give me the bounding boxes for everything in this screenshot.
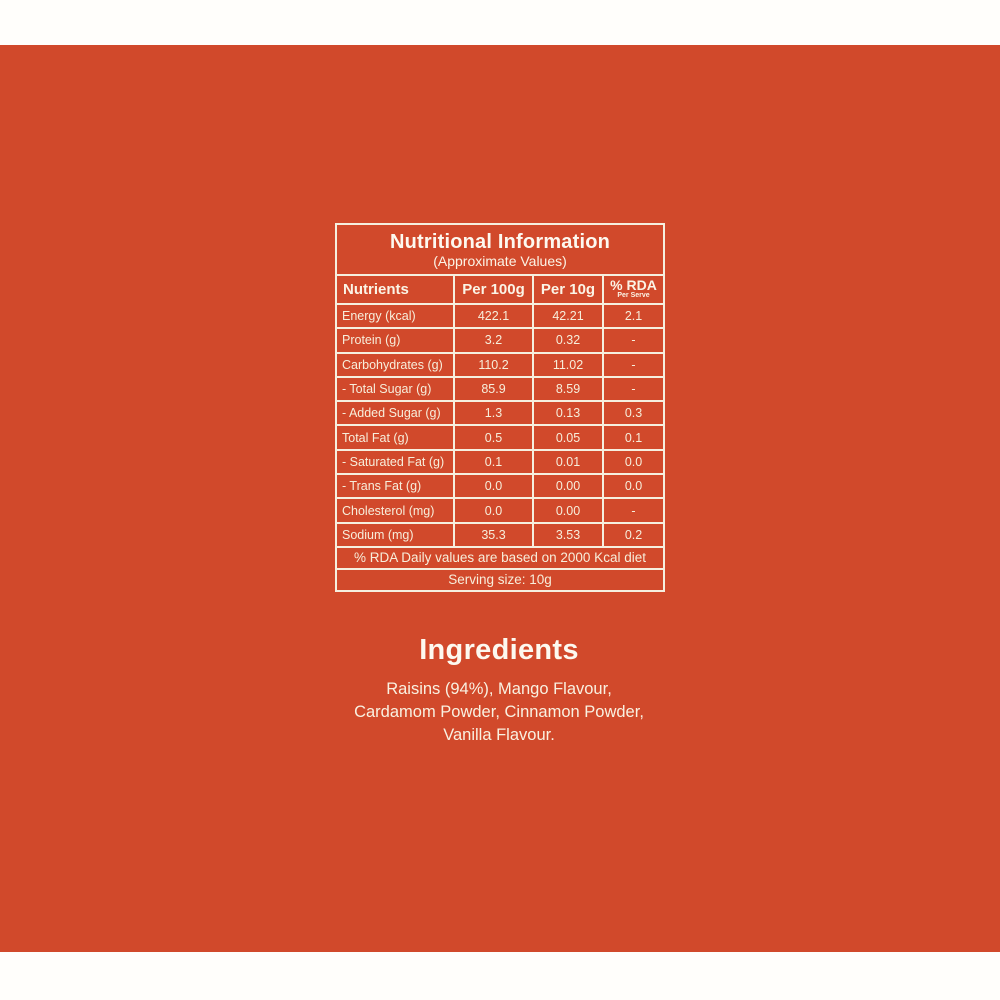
table-row-saturated-fat: - Saturated Fat (g) 0.1 0.01 0.0: [335, 448, 666, 476]
value-per-100g: 35.3: [453, 521, 534, 548]
rda-footnote: % RDA Daily values are based on 2000 Kca…: [334, 545, 666, 570]
value-per-10g: 0.00: [532, 497, 604, 524]
value-per-10g: 11.02: [532, 351, 604, 378]
value-per-100g: 3.2: [453, 327, 534, 354]
nutrient-label: - Added Sugar (g): [335, 400, 455, 427]
value-rda: 2.1: [601, 302, 666, 330]
table-title: Nutritional Information: [389, 230, 611, 253]
value-rda: 0.0: [601, 448, 666, 476]
nutrient-label: Energy (kcal): [335, 302, 455, 330]
table-footnote-row: % RDA Daily values are based on 2000 Kca…: [334, 545, 666, 570]
value-per-100g: 1.3: [453, 400, 534, 427]
value-per-10g: 0.05: [532, 424, 604, 451]
nutrition-table: Nutritional Information (Approximate Val…: [334, 223, 666, 592]
nutrient-label: Sodium (mg): [335, 521, 455, 548]
table-row-cholesterol: Cholesterol (mg) 0.0 0.00 -: [335, 497, 666, 524]
table-row-carbohydrates: Carbohydrates (g) 110.2 11.02 -: [335, 351, 666, 378]
value-rda: 0.0: [601, 473, 666, 500]
serving-size: Serving size: 10g: [334, 567, 666, 592]
value-rda: 0.2: [601, 521, 666, 548]
col-header-rda: % RDA Per Serve: [601, 274, 666, 305]
table-row-energy: Energy (kcal) 422.1 42.21 2.1: [335, 302, 666, 330]
value-per-10g: 0.13: [532, 400, 604, 427]
col-header-per-100g: Per 100g: [453, 274, 534, 305]
table-row-protein: Protein (g) 3.2 0.32 -: [335, 327, 666, 354]
col-header-rda-main: % RDA: [610, 277, 657, 293]
nutrient-label: - Total Sugar (g): [335, 375, 455, 403]
table-row-total-fat: Total Fat (g) 0.5 0.05 0.1: [335, 424, 666, 451]
ingredients-title: Ingredients: [419, 634, 579, 666]
value-per-100g: 0.0: [453, 497, 534, 524]
value-rda: -: [601, 327, 666, 354]
col-header-nutrients: Nutrients: [335, 274, 455, 305]
ingredients-section: Ingredients Raisins (94%), Mango Flavour…: [249, 634, 749, 747]
value-per-10g: 0.01: [532, 448, 604, 476]
nutrition-panel: Nutritional Information (Approximate Val…: [334, 223, 666, 592]
table-row-added-sugar: - Added Sugar (g) 1.3 0.13 0.3: [335, 400, 666, 427]
value-per-10g: 3.53: [532, 521, 604, 548]
table-subtitle: (Approximate Values): [433, 252, 567, 269]
col-header-rda-sub: Per Serve: [617, 292, 650, 299]
nutrient-label: Protein (g): [335, 327, 455, 354]
nutrient-label: - Trans Fat (g): [335, 473, 455, 500]
table-title-row: Nutritional Information (Approximate Val…: [334, 223, 666, 276]
value-per-100g: 85.9: [453, 375, 534, 403]
value-per-100g: 0.1: [453, 448, 534, 476]
ingredients-line-2: Cardamom Powder, Cinnamon Powder,: [354, 703, 644, 721]
value-per-100g: 110.2: [453, 351, 534, 378]
table-header-row: Nutrients Per 100g Per 10g % RDA Per Ser…: [335, 274, 666, 305]
value-rda: 0.1: [601, 424, 666, 451]
value-rda: 0.3: [601, 400, 666, 427]
value-rda: -: [601, 497, 666, 524]
value-per-100g: 0.5: [453, 424, 534, 451]
col-header-per-10g: Per 10g: [532, 274, 604, 305]
value-per-100g: 0.0: [453, 473, 534, 500]
value-per-10g: 8.59: [532, 375, 604, 403]
value-per-10g: 0.32: [532, 327, 604, 354]
table-row-trans-fat: - Trans Fat (g) 0.0 0.00 0.0: [335, 473, 666, 500]
table-row-sodium: Sodium (mg) 35.3 3.53 0.2: [335, 521, 666, 548]
value-per-10g: 0.00: [532, 473, 604, 500]
nutrient-label: - Saturated Fat (g): [335, 448, 455, 476]
value-per-10g: 42.21: [532, 302, 604, 330]
value-rda: -: [601, 375, 666, 403]
nutrient-label: Total Fat (g): [335, 424, 455, 451]
ingredients-line-1: Raisins (94%), Mango Flavour,: [386, 680, 612, 698]
nutrient-label: Carbohydrates (g): [335, 351, 455, 378]
value-rda: -: [601, 351, 666, 378]
ingredients-line-3: Vanilla Flavour.: [443, 726, 555, 744]
nutrient-label: Cholesterol (mg): [335, 497, 455, 524]
table-title-cell: Nutritional Information (Approximate Val…: [334, 223, 666, 276]
table-row-total-sugar: - Total Sugar (g) 85.9 8.59 -: [335, 375, 666, 403]
table-serving-row: Serving size: 10g: [334, 567, 666, 592]
value-per-100g: 422.1: [453, 302, 534, 330]
